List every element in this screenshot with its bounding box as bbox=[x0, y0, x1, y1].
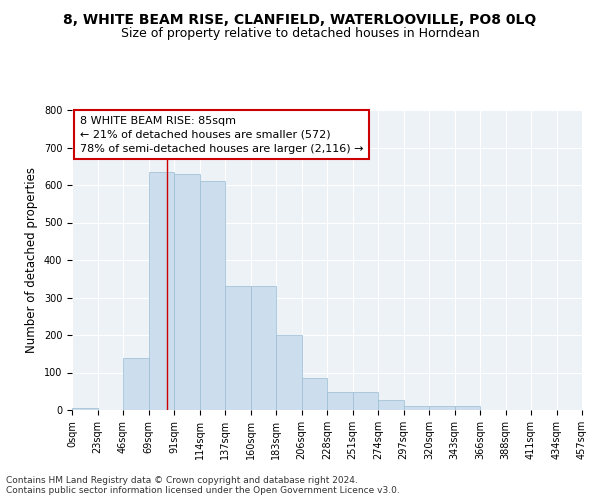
Bar bbox=[225, 286, 251, 410]
Bar bbox=[378, 400, 404, 410]
Bar bbox=[72, 408, 97, 410]
Bar bbox=[251, 286, 276, 410]
Bar bbox=[123, 358, 149, 410]
Bar bbox=[404, 406, 429, 410]
Bar bbox=[302, 378, 327, 410]
Text: Size of property relative to detached houses in Horndean: Size of property relative to detached ho… bbox=[121, 28, 479, 40]
Bar bbox=[276, 335, 302, 410]
Text: Contains HM Land Registry data © Crown copyright and database right 2024.
Contai: Contains HM Land Registry data © Crown c… bbox=[6, 476, 400, 495]
Bar bbox=[455, 406, 480, 410]
Bar bbox=[327, 392, 353, 410]
Bar bbox=[199, 181, 225, 410]
Text: 8 WHITE BEAM RISE: 85sqm
← 21% of detached houses are smaller (572)
78% of semi-: 8 WHITE BEAM RISE: 85sqm ← 21% of detach… bbox=[80, 116, 363, 154]
Bar bbox=[149, 172, 174, 410]
Y-axis label: Number of detached properties: Number of detached properties bbox=[25, 167, 38, 353]
Bar bbox=[174, 174, 199, 410]
Bar bbox=[429, 406, 455, 410]
Text: 8, WHITE BEAM RISE, CLANFIELD, WATERLOOVILLE, PO8 0LQ: 8, WHITE BEAM RISE, CLANFIELD, WATERLOOV… bbox=[64, 12, 536, 26]
Bar bbox=[353, 392, 378, 410]
